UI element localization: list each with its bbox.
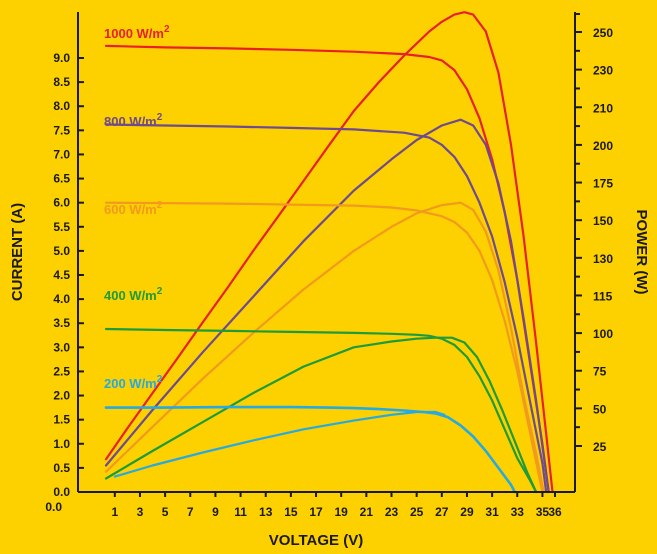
x-tick-label: 33 [511, 505, 525, 519]
x-tick-label: 7 [187, 505, 194, 519]
legend-label-1000: 1000 W/m2 [104, 24, 170, 41]
y-right-tick-label: 200 [593, 139, 613, 153]
y-left-tick-label: 3.5 [53, 316, 70, 330]
x-tick-label: 21 [360, 505, 374, 519]
origin-label: 0.0 [45, 500, 62, 514]
x-tick-label: 25 [410, 505, 424, 519]
iv-curve-800 [104, 123, 548, 494]
y-right-tick-label: 150 [593, 214, 613, 228]
iv-curve-400 [104, 327, 538, 494]
pv-curve-600 [104, 201, 545, 494]
x-tick-label: 36 [548, 505, 562, 519]
y-right-tick-label: 130 [593, 252, 613, 266]
y-right-tick-label: 210 [593, 101, 613, 115]
y-left-tick-label: 4.5 [53, 268, 70, 282]
x-tick-label: 15 [284, 505, 298, 519]
pv-curve-800 [104, 118, 550, 494]
x-axis-title: VOLTAGE (V) [269, 532, 363, 549]
x-tick-label: 27 [435, 505, 449, 519]
x-tick-label: 29 [460, 505, 474, 519]
y-right-tick-label: 25 [593, 440, 607, 454]
y-left-tick-label: 2.5 [53, 364, 70, 378]
x-tick-label: 11 [234, 505, 247, 519]
y-left-tick-label: 2.0 [53, 389, 70, 403]
y-left-tick-label: 8.0 [53, 99, 70, 113]
pv-curve-1000 [104, 11, 554, 494]
series-layer [104, 11, 554, 494]
x-tick-label: 23 [385, 505, 399, 519]
legend-label-800: 800 W/m2 [104, 112, 163, 129]
x-tick-label: 35 [536, 505, 550, 519]
y-right-tick-label: 250 [593, 26, 613, 40]
pv-curve-400 [104, 336, 538, 494]
y-left-tick-label: 6.0 [53, 196, 70, 210]
x-tick-label: 1 [111, 505, 118, 519]
x-tick-label: 9 [212, 505, 219, 519]
y-left-tick-label: 5.5 [53, 220, 70, 234]
x-tick-label: 3 [137, 505, 144, 519]
y-left-tick-label: 5.0 [53, 244, 70, 258]
legend-label-600: 600 W/m2 [104, 200, 163, 217]
iv-curve-200 [104, 405, 517, 494]
y-left-tick-label: 7.5 [53, 123, 70, 137]
legend-label-200: 200 W/m2 [104, 374, 163, 391]
y-right-tick-label: 75 [593, 365, 607, 379]
y-right-tick-label: 175 [593, 177, 613, 191]
y-left-tick-label: 8.5 [53, 75, 70, 89]
y-left-tick-label: 1.0 [53, 437, 70, 451]
y-right-tick-label: 50 [593, 402, 607, 416]
x-tick-label: 5 [162, 505, 169, 519]
y-right-tick-label: 100 [593, 327, 613, 341]
legend-label-400: 400 W/m2 [104, 286, 163, 303]
x-tick-label: 13 [259, 505, 273, 519]
axes-layer [77, 12, 582, 497]
y-right-tick-label: 115 [593, 289, 613, 303]
iv-curve-600 [104, 201, 544, 494]
y-left-tick-label: 6.5 [53, 172, 70, 186]
y-left-tick-label: 3.0 [53, 340, 70, 354]
y-left-tick-label: 1.5 [53, 413, 70, 427]
y-axis-right-title: POWER (W) [633, 210, 650, 295]
x-tick-label: 17 [309, 505, 323, 519]
y-left-tick-label: 0.5 [53, 461, 70, 475]
y-left-tick-label: 7.0 [53, 147, 70, 161]
x-tick-label: 19 [335, 505, 349, 519]
x-tick-label: 31 [485, 505, 499, 519]
y-axis-left-title: CURRENT (A) [9, 203, 26, 301]
y-right-tick-label: 230 [593, 64, 613, 78]
y-left-tick-label: 9.0 [53, 51, 70, 65]
labels-layer: 0.0 0.5 1.0 1.5 2.0 2.5 3.0 3.5 4.0 4.5 5.0 5.5 6.0 6… [9, 24, 650, 549]
y-left-tick-label: 4.0 [53, 292, 70, 306]
y-left-tick-label: 0.0 [53, 485, 70, 499]
